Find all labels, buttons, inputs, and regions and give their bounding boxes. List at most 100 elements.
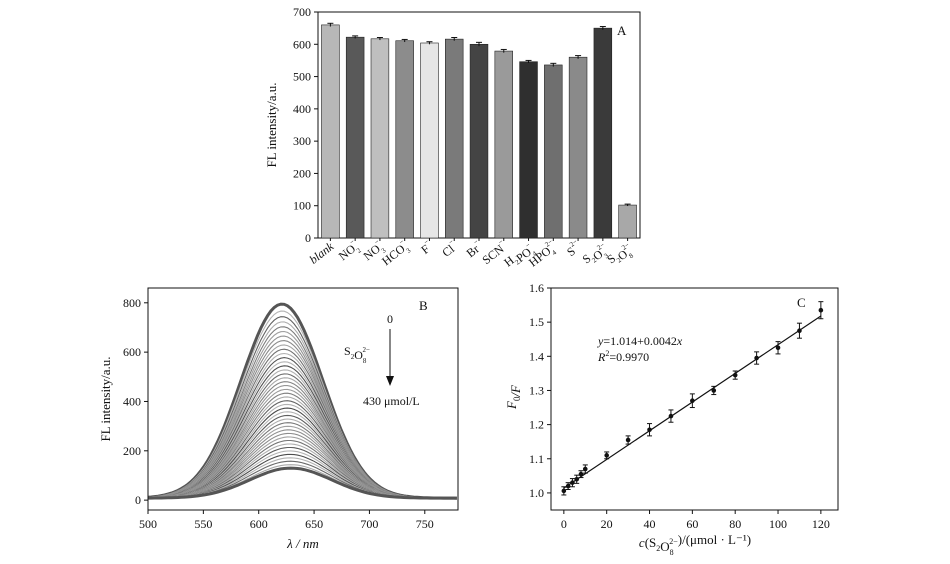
panel-c-x-tick-label: 100	[769, 517, 787, 531]
panel-a-bar	[445, 38, 464, 239]
panel-b-y-axis-title: FL intensity/a.u.	[98, 356, 113, 441]
panel-c-data-point	[775, 345, 781, 351]
panel-b-x-tick-label: 700	[360, 517, 378, 531]
panel-b-x-tick-label: 550	[194, 517, 212, 531]
panel-b-y-tick-label: 200	[123, 444, 141, 458]
panel-c-x-tick-label: 40	[644, 517, 656, 531]
panel-c-data-point	[732, 372, 738, 378]
panel-c-data-point	[647, 427, 652, 433]
panel-b-letter: B	[419, 298, 428, 313]
panel-c-y-tick-label: 1.0	[529, 486, 544, 500]
panel-a-x-axis-labels: blank NO2− NO3−HCO3− F− Cl− Br− SCN−H2PO4−HPO4…	[307, 238, 637, 272]
panel-b-analyte-label: S2O82−	[344, 344, 370, 365]
panel-c-data-point	[668, 413, 674, 419]
panel-b-frame	[147, 287, 459, 511]
panel-a-bar	[494, 50, 513, 239]
panel-c-x-axis-title: c(S2O82−)/(μmol · L⁻¹)	[639, 532, 751, 557]
panel-a-bar	[593, 27, 613, 239]
panel-b-y-tick-label: 600	[123, 345, 141, 359]
panel-a-bar	[544, 64, 563, 239]
panel-c-data-point	[818, 307, 824, 313]
panel-c-data-point	[604, 453, 609, 458]
panel-a-bars	[321, 22, 637, 241]
panel-c-x-tick-label: 60	[686, 517, 698, 531]
panel-c-x-tick-label: 120	[812, 517, 830, 531]
panel-c-y-tick-label: 1.4	[529, 349, 544, 363]
panel-c-x-tick-label: 0	[561, 517, 567, 531]
panel-a-bar	[321, 24, 340, 239]
panel-c-data-point	[754, 355, 759, 361]
panel-b-annotation-end: 430 μmol/L	[363, 394, 420, 408]
panel-a-y-axis: 0 100 200 300 400 500 600 700	[293, 5, 318, 245]
panel-c-data-point	[570, 480, 575, 485]
panel-a-x-tick-label: NO2−	[335, 238, 364, 266]
panel-c-frame	[550, 287, 839, 511]
panel-c-equation-text: y=1.014+0.0042x	[597, 334, 683, 348]
panel-c-data-point	[561, 488, 567, 494]
panel-a-bar	[345, 36, 365, 239]
panel-a: 0 100 200 300 400 500 600 700 blank NO2− NO3−HCO3…	[264, 5, 641, 272]
panel-a-y-tick-label: 200	[293, 166, 311, 180]
panel-c-data-point	[565, 483, 571, 489]
panel-c-y-tick-label: 1.1	[529, 452, 544, 466]
panel-c-points	[561, 301, 824, 496]
panel-a-y-tick-label: 100	[293, 199, 311, 213]
panel-b-x-tick-label: 500	[139, 517, 157, 531]
panel-c-data-point	[711, 388, 717, 393]
panel-b-annotation-start: 0	[387, 312, 393, 326]
panel-b-annotation-arrowhead	[386, 376, 394, 386]
panel-c-y-tick-label: 1.5	[529, 315, 544, 329]
panel-b-x-tick-label: 750	[416, 517, 434, 531]
panel-b-spectra	[147, 302, 457, 500]
panel-a-y-tick-label: 300	[293, 134, 311, 148]
panel-c-data-point	[625, 437, 631, 443]
panel-c-y-axis-title: F0/F	[504, 384, 523, 410]
panel-a-x-tick-label: blank	[307, 239, 337, 267]
panel-c-y-title-text: F0/F	[504, 384, 523, 410]
panel-a-bar	[618, 204, 637, 239]
panel-a-bar	[519, 61, 538, 239]
panel-b-x-tick-label: 650	[305, 517, 323, 531]
panel-c-data-point	[797, 328, 802, 333]
panel-b-spectrum-curve	[148, 466, 457, 500]
panel-a-bar	[420, 42, 439, 239]
panel-c-x-tick-label: 20	[601, 517, 613, 531]
panel-b-x-axis-title: λ / nm	[286, 536, 319, 551]
panel-c-y-tick-label: 1.2	[529, 418, 544, 432]
panel-a-x-tick-label: F−	[417, 238, 435, 257]
panel-c-data-point	[574, 476, 580, 482]
panel-b: 500 550 600 650 700 750 0 200 400 600 800 FL inten…	[98, 287, 459, 551]
panel-c-y-tick-label: 1.3	[529, 383, 544, 397]
panel-a-bar	[370, 38, 390, 239]
panel-c-data-point	[690, 398, 695, 404]
panel-b-x-tick-label: 600	[250, 517, 268, 531]
panel-a-x-tick-label: Cl−	[438, 238, 460, 260]
panel-a-y-tick-label: 0	[305, 231, 311, 245]
panel-b-y-tick-label: 400	[123, 394, 141, 408]
panel-a-x-tick-label: HPO42−	[525, 238, 561, 272]
panel-a-y-tick-label: 700	[293, 5, 311, 19]
panel-b-y-tick-label: 800	[123, 296, 141, 310]
panel-c-y-tick-label: 1.6	[529, 281, 544, 295]
panel-a-x-tick-label: HCO3−	[378, 238, 413, 271]
panel-a-bar	[469, 43, 489, 239]
panel-c-data-point	[578, 471, 584, 477]
panel-a-bar	[568, 56, 588, 239]
panel-c-x-title-text: c(S2O82−)/(μmol · L⁻¹)	[639, 532, 751, 557]
panel-c-r-squared: R2=0.9970	[597, 349, 649, 364]
panel-c-r-squared-text: R2=0.9970	[597, 349, 649, 364]
panel-b-y-tick-label: 0	[135, 493, 141, 507]
panel-c-data-point	[582, 466, 588, 472]
panel-a-y-tick-label: 600	[293, 37, 311, 51]
panel-c-equation: y=1.014+0.0042x	[597, 334, 683, 348]
panel-b-annotation-analyte: S2O82−	[344, 344, 370, 365]
panel-a-y-tick-label: 400	[293, 102, 311, 116]
panel-c: 0 20 40 60 80 100 120 1.0 1.1 1.2 1.3 1.4 1.5 1.6 F0/…	[504, 281, 839, 557]
panel-a-y-axis-title: FL intensity/a.u.	[264, 82, 279, 167]
panel-a-bar	[395, 40, 414, 239]
panel-c-x-tick-label: 80	[729, 517, 741, 531]
panel-c-axes: 0 20 40 60 80 100 120 1.0 1.1 1.2 1.3 1.4 1.5 1.6	[529, 281, 830, 531]
panel-a-y-tick-label: 500	[293, 70, 311, 84]
panel-a-x-tick-label: S2O82−	[604, 239, 637, 272]
